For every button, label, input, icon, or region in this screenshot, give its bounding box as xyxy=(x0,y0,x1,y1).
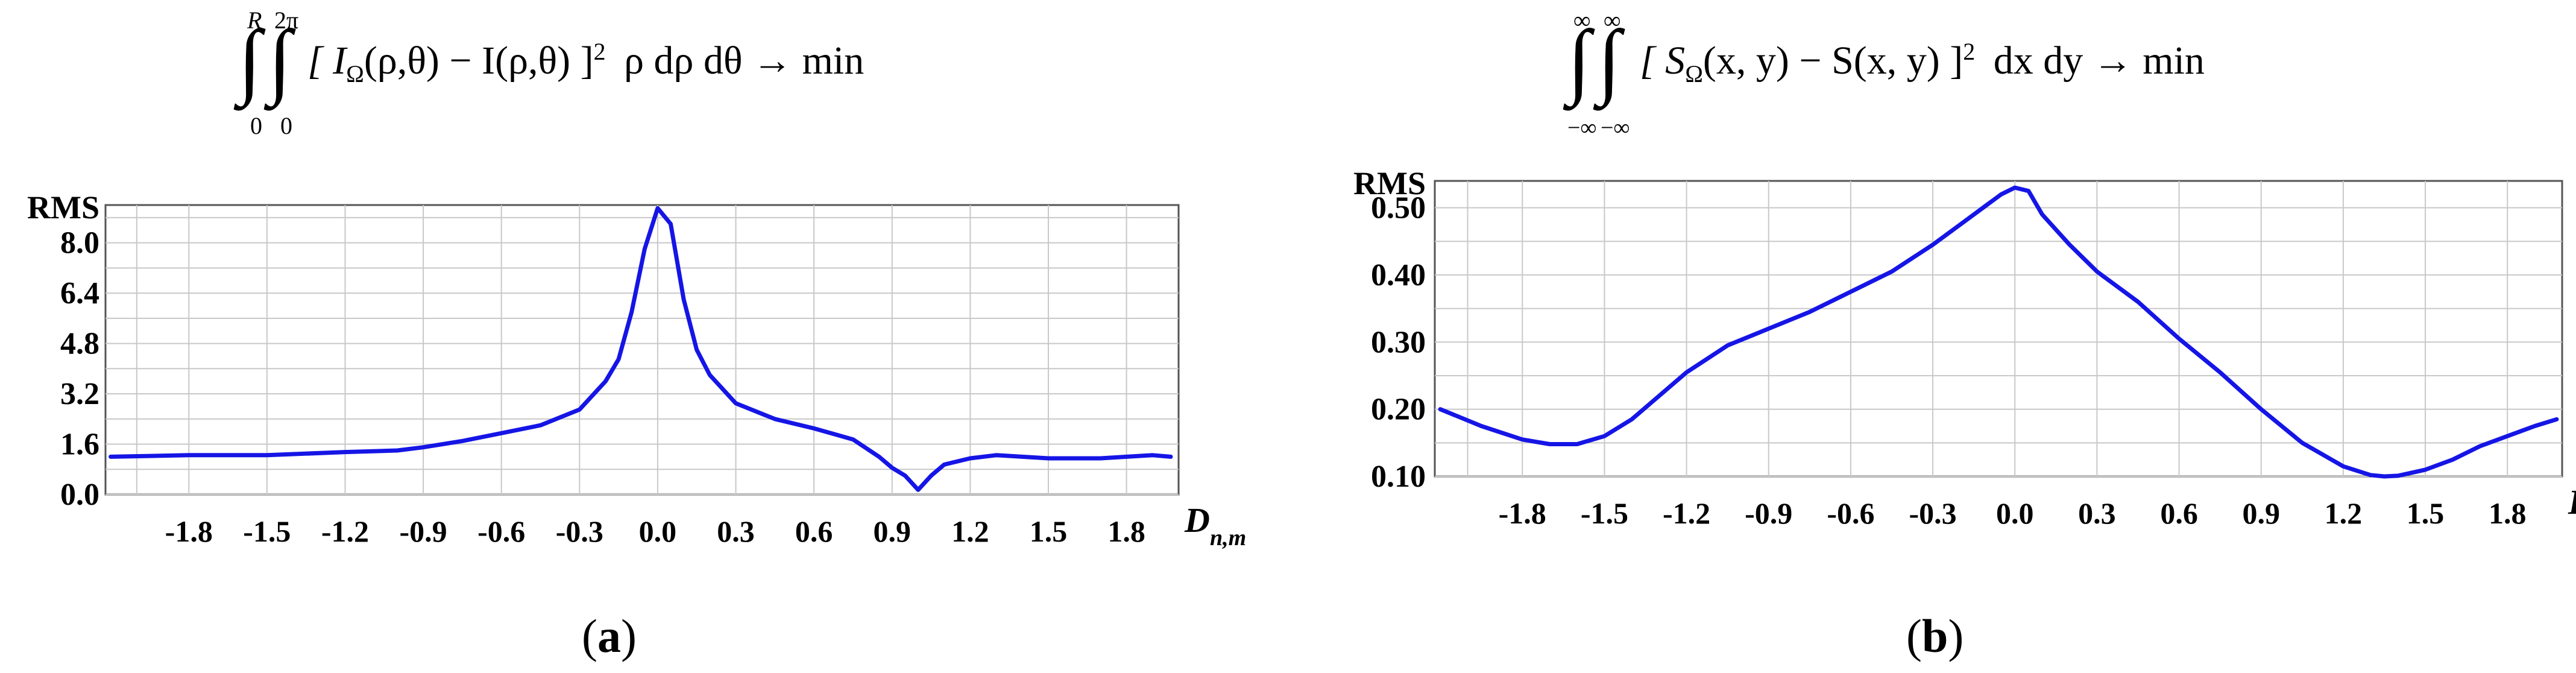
formula-a-lower1: 0 xyxy=(250,112,262,139)
formula-a-sub: Ω xyxy=(346,60,364,88)
y-tick-label-a: 3.2 xyxy=(60,377,99,411)
x-tick-label-a: 0.3 xyxy=(717,514,755,548)
y-tick-label-b: 0.20 xyxy=(1371,393,1426,427)
x-tick-label-b: 1.8 xyxy=(2489,496,2527,530)
formula-b-lower2: −∞ xyxy=(1601,115,1630,141)
y-tick-label-b: 0.50 xyxy=(1371,191,1426,226)
formula-a-integral1: ∫ xyxy=(238,13,262,107)
series-line-b xyxy=(1438,185,2559,479)
x-tick-label-b: -1.2 xyxy=(1663,496,1710,530)
x-tick-label-a: -0.9 xyxy=(400,514,447,548)
x-tick-label-b: 0.9 xyxy=(2242,496,2280,530)
y-axis-label-a: RMS xyxy=(27,189,99,226)
formula-b-power: 2 xyxy=(1963,38,1976,65)
formula-b-integral1: ∫ xyxy=(1567,13,1591,107)
x-axis-label-b: D xyxy=(2568,482,2576,522)
x-tick-label-a: -1.2 xyxy=(321,514,369,548)
formula-a-tail: ρ dρ dθ → min xyxy=(624,39,864,83)
x-axis-label-sub-a: n,m xyxy=(1210,525,1246,551)
x-tick-label-a: 0.6 xyxy=(795,514,833,548)
formula-b-lower1: −∞ xyxy=(1567,115,1597,141)
y-tick-label-a: 0.0 xyxy=(60,478,99,512)
formula-a-power: 2 xyxy=(593,38,606,65)
x-tick-label-a: 0.0 xyxy=(639,514,677,548)
x-tick-label-a: 1.8 xyxy=(1107,514,1145,548)
x-tick-label-b: -0.6 xyxy=(1827,496,1874,530)
x-tick-label-a: -0.6 xyxy=(477,514,525,548)
formula-b-expression: [ SΩ(x, y) − S(x, y) ]2 dx dy → min xyxy=(1640,37,2205,88)
x-tick-label-b: -0.3 xyxy=(1909,496,1956,530)
formula-b-sub: Ω xyxy=(1685,60,1703,88)
x-tick-label-b: 0.6 xyxy=(2160,496,2198,530)
x-tick-label-a: -1.5 xyxy=(243,514,291,548)
y-tick-label-a: 1.6 xyxy=(60,428,99,462)
x-tick-label-a: 1.2 xyxy=(951,514,989,548)
caption-a-letter: a xyxy=(597,610,621,662)
series-line-a xyxy=(109,206,1173,492)
formula-a-body: [ I xyxy=(307,39,347,83)
x-tick-label-b: -1.5 xyxy=(1581,496,1628,530)
formula-a-mid: (ρ,θ) − I(ρ,θ) ] xyxy=(364,39,594,83)
y-tick-label-b: 0.30 xyxy=(1371,325,1426,359)
x-tick-label-a: -0.3 xyxy=(556,514,603,548)
formula-a: R 2π ∫ ∫ 0 0 [ IΩ(ρ,θ) − I(ρ,θ) ]2 ρ dρ … xyxy=(238,0,1082,145)
x-tick-label-a: -1.8 xyxy=(165,514,213,548)
x-tick-label-a: 1.5 xyxy=(1030,514,1068,548)
y-tick-label-a: 8.0 xyxy=(60,226,99,261)
formula-b-upper2: ∞ xyxy=(1604,7,1621,34)
formula-b-integral2: ∫ xyxy=(1598,13,1621,107)
y-tick-label-a: 6.4 xyxy=(60,276,99,311)
formula-a-expression: [ IΩ(ρ,θ) − I(ρ,θ) ]2 ρ dρ dθ → min xyxy=(307,37,864,88)
caption-b-letter: b xyxy=(1921,610,1948,662)
x-tick-label-b: -1.8 xyxy=(1499,496,1546,530)
formula-a-upper1: R xyxy=(247,7,262,34)
y-tick-label-b: 0.40 xyxy=(1371,258,1426,292)
formula-a-upper2: 2π xyxy=(274,7,299,34)
caption-a: (a) xyxy=(582,609,637,663)
formula-b-upper1: ∞ xyxy=(1573,7,1591,34)
caption-a-open: ( xyxy=(582,610,597,662)
x-tick-label-b: -0.9 xyxy=(1745,496,1792,530)
formula-b: ∞ ∞ ∫ ∫ −∞ −∞ [ SΩ(x, y) − S(x, y) ]2 dx… xyxy=(1567,0,2411,145)
y-tick-label-b: 0.10 xyxy=(1371,460,1426,494)
y-tick-label-a: 4.8 xyxy=(60,327,99,361)
x-tick-label-b: 0.3 xyxy=(2078,496,2116,530)
caption-b: (b) xyxy=(1906,609,1963,663)
caption-b-close: ) xyxy=(1948,610,1964,662)
formula-a-integral2: ∫ xyxy=(268,13,292,107)
x-tick-label-a: 0.9 xyxy=(874,514,912,548)
formula-b-mid: (x, y) − S(x, y) ] xyxy=(1702,39,1963,83)
formula-b-tail: dx dy → min xyxy=(1993,39,2205,83)
x-axis-label-a: D xyxy=(1184,501,1210,540)
x-tick-label-b: 1.5 xyxy=(2407,496,2445,530)
y-axis-label-b: RMS xyxy=(1353,165,1426,201)
x-tick-label-b: 1.2 xyxy=(2325,496,2363,530)
formula-b-body: [ S xyxy=(1640,39,1686,83)
x-tick-label-b: 0.0 xyxy=(1996,496,2034,530)
caption-b-open: ( xyxy=(1906,610,1922,662)
formula-a-lower2: 0 xyxy=(280,112,292,139)
caption-a-close: ) xyxy=(620,610,637,662)
